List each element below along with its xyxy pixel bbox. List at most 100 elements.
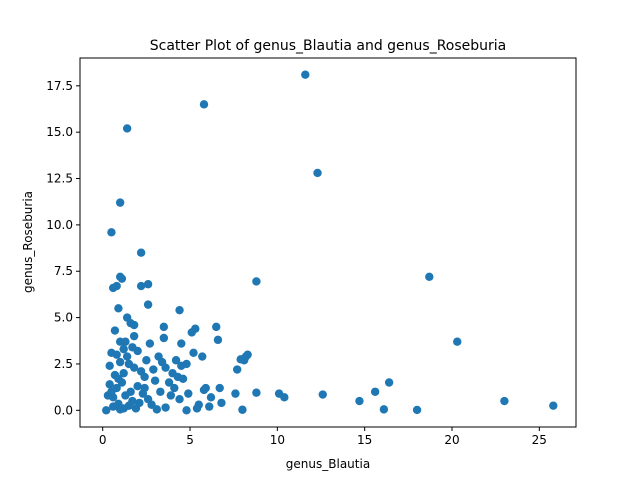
data-point bbox=[130, 332, 138, 340]
data-point bbox=[425, 273, 433, 281]
data-point bbox=[238, 406, 246, 414]
data-point bbox=[107, 388, 115, 396]
data-point bbox=[212, 323, 220, 331]
data-point bbox=[137, 249, 145, 257]
data-point bbox=[107, 228, 115, 236]
data-point bbox=[217, 399, 225, 407]
data-point bbox=[371, 388, 379, 396]
data-point bbox=[207, 393, 215, 401]
y-tick-label: 15.0 bbox=[46, 125, 73, 139]
x-tick-label: 20 bbox=[444, 433, 459, 447]
data-point bbox=[200, 100, 208, 108]
data-point bbox=[121, 391, 129, 399]
data-point bbox=[175, 395, 183, 403]
data-point bbox=[413, 406, 421, 414]
data-point bbox=[313, 169, 321, 177]
data-point bbox=[112, 350, 120, 358]
data-point bbox=[114, 304, 122, 312]
x-tick-label: 0 bbox=[99, 433, 107, 447]
data-point bbox=[189, 349, 197, 357]
data-point bbox=[453, 338, 461, 346]
data-point bbox=[380, 405, 388, 413]
data-point bbox=[119, 345, 127, 353]
data-point bbox=[119, 404, 127, 412]
x-tick-label: 10 bbox=[270, 433, 285, 447]
data-point bbox=[116, 358, 124, 366]
data-point bbox=[188, 328, 196, 336]
data-point bbox=[149, 365, 157, 373]
data-point bbox=[500, 397, 508, 405]
data-point bbox=[252, 277, 260, 285]
data-point bbox=[144, 300, 152, 308]
data-point bbox=[137, 282, 145, 290]
data-point bbox=[154, 352, 162, 360]
x-tick-label: 25 bbox=[532, 433, 547, 447]
data-point bbox=[205, 402, 213, 410]
data-point bbox=[252, 389, 260, 397]
y-tick-label: 10.0 bbox=[46, 218, 73, 232]
data-point bbox=[105, 362, 113, 370]
data-point bbox=[161, 403, 169, 411]
data-point bbox=[182, 406, 190, 414]
x-axis-label: genus_Blautia bbox=[286, 457, 370, 471]
data-point bbox=[123, 124, 131, 132]
y-tick-label: 7.5 bbox=[54, 264, 73, 278]
x-tick-label: 5 bbox=[186, 433, 194, 447]
data-point bbox=[114, 375, 122, 383]
data-point bbox=[135, 399, 143, 407]
data-point bbox=[177, 339, 185, 347]
data-point bbox=[102, 406, 110, 414]
data-point bbox=[161, 363, 169, 371]
y-tick-label: 2.5 bbox=[54, 357, 73, 371]
data-point bbox=[385, 378, 393, 386]
data-point bbox=[236, 355, 244, 363]
y-tick-label: 5.0 bbox=[54, 311, 73, 325]
data-point bbox=[130, 363, 138, 371]
data-point bbox=[214, 336, 222, 344]
data-point bbox=[193, 404, 201, 412]
data-point bbox=[160, 334, 168, 342]
y-tick-label: 0.0 bbox=[54, 403, 73, 417]
data-point bbox=[170, 384, 178, 392]
y-tick-label: 12.5 bbox=[46, 172, 73, 186]
data-point bbox=[301, 70, 309, 78]
data-point bbox=[118, 274, 126, 282]
data-point bbox=[142, 356, 150, 364]
data-point bbox=[116, 198, 124, 206]
data-point bbox=[355, 397, 363, 405]
data-point bbox=[123, 352, 131, 360]
data-point bbox=[144, 395, 152, 403]
data-point bbox=[179, 375, 187, 383]
x-tick-label: 15 bbox=[357, 433, 372, 447]
data-point bbox=[167, 391, 175, 399]
chart-title: Scatter Plot of genus_Blautia and genus_… bbox=[150, 38, 507, 54]
data-point bbox=[184, 389, 192, 397]
data-point bbox=[140, 373, 148, 381]
data-point bbox=[146, 339, 154, 347]
data-point bbox=[233, 365, 241, 373]
data-point bbox=[160, 323, 168, 331]
data-point bbox=[549, 401, 557, 409]
data-point bbox=[231, 389, 239, 397]
data-point bbox=[243, 350, 251, 358]
data-point bbox=[111, 326, 119, 334]
data-point bbox=[200, 386, 208, 394]
data-point bbox=[198, 352, 206, 360]
data-point bbox=[175, 306, 183, 314]
data-point bbox=[319, 390, 327, 398]
data-point bbox=[128, 343, 136, 351]
y-tick-label: 17.5 bbox=[46, 79, 73, 93]
data-point bbox=[216, 384, 224, 392]
data-point bbox=[156, 388, 164, 396]
y-axis-label: genus_Roseburia bbox=[21, 191, 35, 293]
data-point bbox=[177, 362, 185, 370]
data-point bbox=[280, 393, 288, 401]
data-point bbox=[130, 321, 138, 329]
data-point bbox=[151, 376, 159, 384]
data-point bbox=[153, 405, 161, 413]
data-point bbox=[112, 282, 120, 290]
data-point bbox=[121, 338, 129, 346]
